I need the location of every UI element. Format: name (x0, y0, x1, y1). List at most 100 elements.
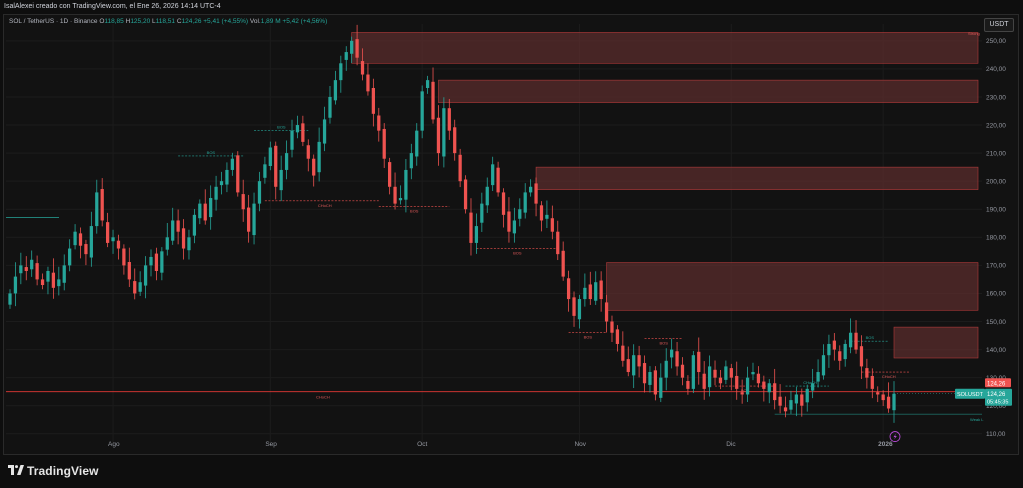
candle-body (105, 222, 110, 243)
candle-body (89, 226, 93, 258)
candle-body (707, 366, 712, 388)
candle-body (236, 155, 240, 193)
time-tick-label: Oct (417, 441, 427, 448)
candle-body (507, 211, 511, 232)
candle-body (599, 280, 603, 300)
candle-body (561, 250, 565, 277)
candle-body (463, 179, 468, 210)
candle-body (637, 355, 641, 367)
volume-label: Vol. (249, 18, 261, 25)
candle-body (388, 162, 392, 187)
chart-frame[interactable]: CHoCH Weak L Strong BOS BOS CHoCH BOS BOS BOS BOS… (3, 14, 1019, 455)
price-tick-label: 230,00 (986, 94, 1006, 101)
price-tick-label: 120,00 (986, 403, 1006, 410)
candle-body (550, 218, 554, 232)
candle-body (854, 332, 858, 350)
candle-body (209, 198, 213, 218)
candle-body (621, 345, 625, 361)
candle-body (46, 270, 50, 282)
candle-body (718, 377, 723, 384)
candle-body (40, 279, 45, 286)
candle-body (594, 282, 598, 301)
candle-body (138, 282, 142, 292)
candle-body (355, 39, 359, 58)
time-tick-label: Nov (574, 441, 586, 448)
supply-zone (893, 326, 979, 359)
candle-body (274, 145, 278, 187)
candle-body (84, 244, 88, 255)
candle-body (154, 253, 159, 271)
candle-body (805, 388, 809, 403)
currency-button[interactable]: USDT (984, 18, 1014, 32)
price-tick-label: 220,00 (986, 122, 1006, 129)
supply-zone (438, 79, 979, 103)
candle-body (458, 154, 462, 182)
candle-body (214, 186, 218, 200)
candle-body (713, 369, 717, 378)
price-tick-label: 140,00 (986, 347, 1006, 354)
candles (8, 24, 896, 423)
close-value: 124,26 (181, 18, 202, 25)
volume-value: 1,89 M (260, 18, 281, 25)
candle-body (680, 364, 685, 378)
candle-body (751, 372, 755, 375)
candle-body (436, 117, 441, 154)
candle-body (648, 372, 652, 385)
structure-break-label: BOS (410, 208, 419, 213)
structure-break-label: BOS (513, 251, 522, 256)
candle-body (610, 321, 614, 333)
candle-body (181, 228, 186, 249)
candle-body (615, 329, 620, 344)
candle-body (78, 233, 83, 246)
candle-body (735, 375, 739, 389)
candle-body (480, 203, 484, 223)
time-tick-label: Dic (726, 441, 736, 448)
price-axis: 250,00 240,00 230,00 220,00 210,00 200,00 190,… (986, 38, 1006, 438)
candle-body (469, 212, 473, 243)
time-axis: AgoSepOctNovDic2026Feb (108, 441, 893, 448)
candle-body (306, 145, 310, 159)
candle-body (371, 87, 375, 114)
candle-body (453, 127, 457, 154)
candle-body (659, 377, 663, 398)
volume-change: +5,42 (+4,56%) (282, 18, 328, 25)
candle-body (57, 279, 61, 287)
price-chart[interactable]: CHoCH Weak L Strong BOS BOS CHoCH BOS BOS BOS BOS… (4, 15, 1018, 454)
tradingview-logo[interactable]: TradingView (8, 464, 99, 478)
alert-lightning-icon (889, 431, 901, 442)
supply-zones (351, 32, 979, 359)
price-tick-label: 250,00 (986, 38, 1006, 45)
candle-body (127, 262, 131, 280)
price-tick-label: 160,00 (986, 291, 1006, 298)
candle-body (724, 366, 728, 380)
price-tick-label: 190,00 (986, 207, 1006, 214)
high-value: 125,20 (130, 18, 151, 25)
price-tick-label: 240,00 (986, 66, 1006, 73)
candle-body (431, 81, 435, 120)
candle-body (425, 80, 430, 88)
structure-break-label: BOS (866, 335, 875, 340)
candle-body (881, 394, 885, 401)
structure-break-label: BOS (277, 125, 286, 130)
structure-annotations: CHoCH Weak L Strong BOS BOS CHoCH BOS BOS BOS BOS… (6, 31, 984, 422)
price-tick-label: 170,00 (986, 263, 1006, 270)
candle-body (789, 400, 793, 410)
candle-body (604, 302, 609, 322)
candle-body (13, 276, 18, 294)
candle-body (474, 226, 479, 243)
time-tick-label: Ago (108, 441, 120, 448)
footer (0, 455, 1023, 488)
candle-body (339, 63, 343, 81)
symbol-legend[interactable]: SOL / TetherUS · 1D · Binance O118,85 H1… (9, 18, 327, 25)
candle-body (843, 343, 847, 360)
price-tick-label: 110,00 (986, 431, 1006, 438)
candle-body (539, 205, 544, 221)
symbol-tag: SOLUSDT (957, 392, 984, 398)
candle-body (409, 153, 413, 169)
strong-high-label: Strong (968, 31, 980, 36)
candle-body (588, 284, 592, 300)
candle-body (35, 263, 39, 280)
candle-body (545, 214, 549, 219)
candle-body (816, 372, 820, 382)
candle-body (198, 203, 202, 219)
